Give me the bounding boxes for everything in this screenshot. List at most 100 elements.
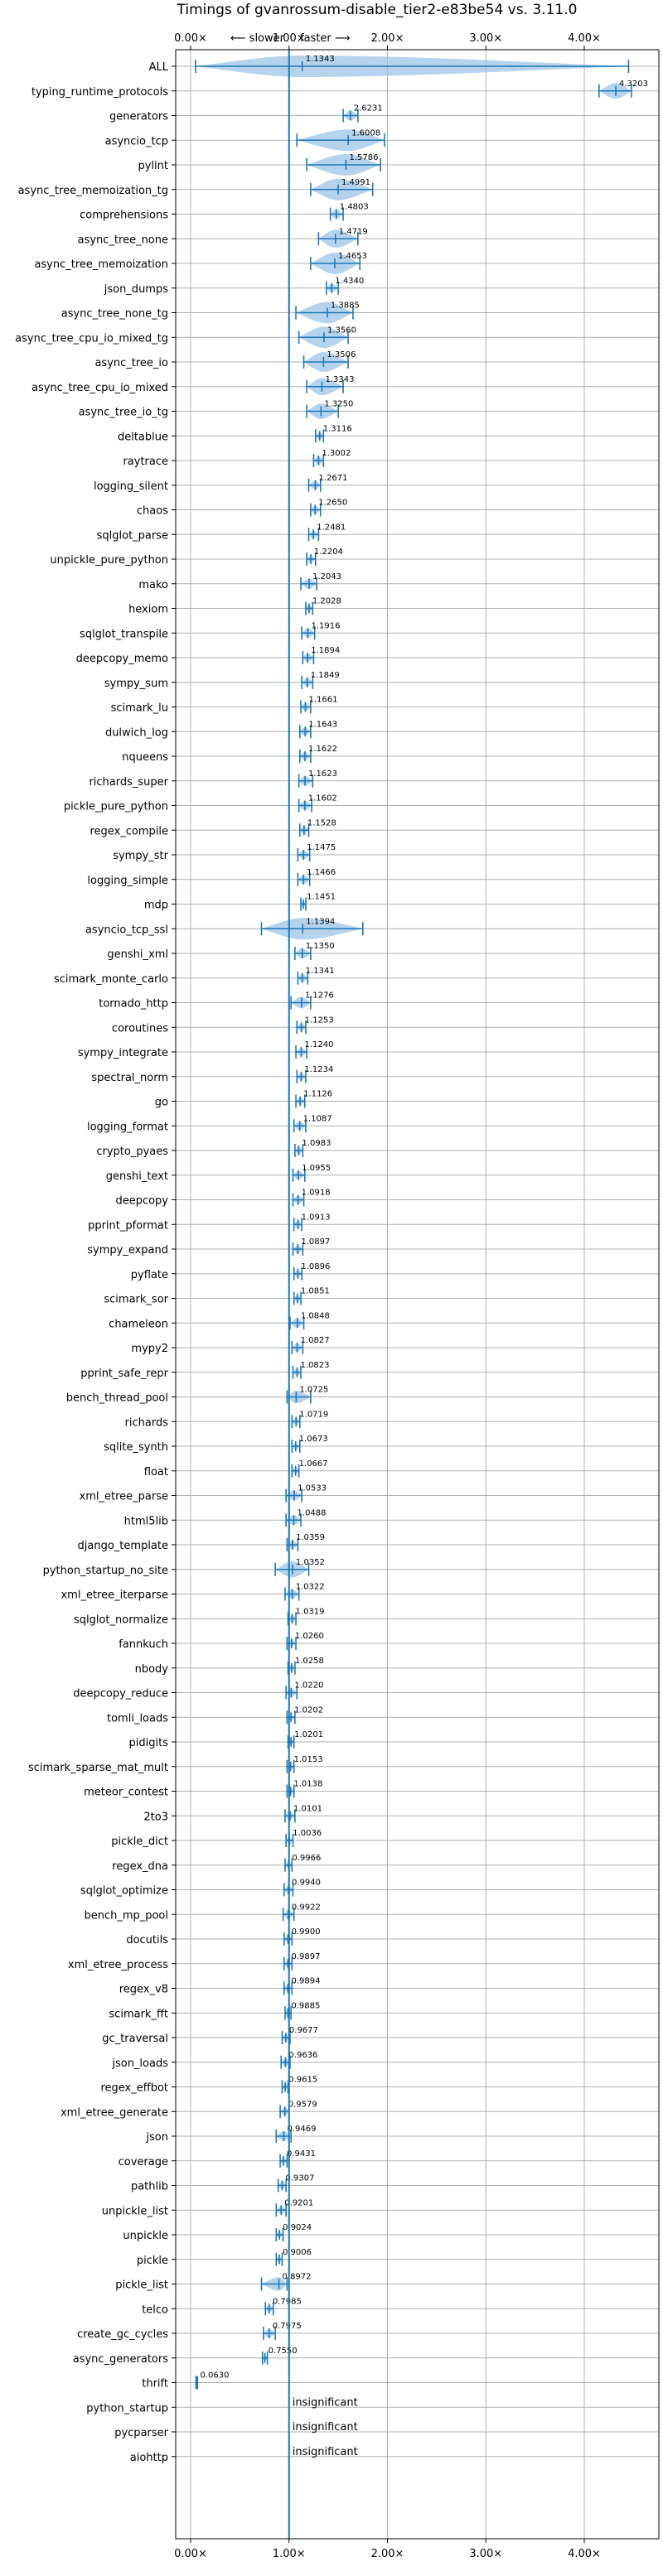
value-label: 0.9201 — [284, 2198, 313, 2207]
row-label: regex_dna — [112, 1860, 168, 1873]
row-label: fannkuch — [119, 1638, 168, 1651]
value-label: 0.7550 — [269, 2347, 298, 2356]
value-label: 1.0488 — [298, 1508, 327, 1517]
value-label: 1.0101 — [293, 1804, 322, 1813]
value-label: 1.3560 — [327, 326, 356, 335]
value-label: 0.9900 — [292, 1927, 321, 1937]
insignificant-label: insignificant — [293, 2446, 358, 2458]
chart-title: Timings of gvanrossum-disable_tier2-e83b… — [177, 2, 578, 18]
row-label: meteor_contest — [84, 1787, 168, 1799]
row-label: xml_etree_process — [68, 1959, 168, 1971]
row-label: pylint — [138, 160, 168, 172]
row-label: coroutines — [112, 1022, 168, 1035]
row-label: ALL — [149, 61, 169, 74]
row-label: genshi_xml — [107, 948, 168, 961]
value-label: 0.9006 — [283, 2248, 312, 2257]
value-label: 0.9469 — [287, 2125, 316, 2134]
row-label: coverage — [119, 2156, 168, 2168]
value-label: 1.2028 — [312, 597, 341, 606]
value-label: 1.2481 — [317, 523, 346, 532]
row-label: tomli_loads — [107, 1712, 168, 1725]
row-label: mako — [138, 579, 168, 591]
row-label: pidigits — [129, 1737, 169, 1749]
value-label: 1.1661 — [308, 696, 337, 705]
value-label: 1.1087 — [303, 1114, 332, 1123]
faster-annotation: faster ⟶ — [300, 32, 351, 45]
row-label: async_tree_none — [78, 234, 168, 246]
row-label: mdp — [144, 900, 168, 912]
value-label: 1.4719 — [339, 227, 368, 236]
row-label: scimark_lu — [111, 702, 168, 715]
value-label: 1.5786 — [349, 153, 378, 162]
row-label: scimark_sor — [104, 1294, 168, 1306]
value-label: 1.1343 — [306, 55, 335, 64]
slower-annotation: ⟵ slower — [230, 32, 285, 45]
value-label: 1.0913 — [302, 1213, 331, 1222]
value-label: 1.0725 — [299, 1386, 328, 1395]
row-label: pprint_safe_repr — [80, 1368, 168, 1380]
value-label: 1.0827 — [301, 1336, 330, 1345]
row-label: sympy_expand — [87, 1244, 168, 1257]
value-label: 0.8972 — [283, 2273, 312, 2282]
row-label: sqlglot_optimize — [80, 1885, 168, 1898]
value-label: 1.1643 — [308, 720, 337, 729]
row-label: spectral_norm — [91, 1072, 168, 1084]
value-label: 1.1240 — [304, 1040, 333, 1049]
row-label: sqlglot_parse — [97, 529, 168, 542]
x-axis: 0.00× 0.00× 1.00× 1.00× 2.00× 2.00× 3.00× 3.00×… — [172, 32, 601, 2560]
value-label: 1.2043 — [312, 572, 341, 581]
row-label: xml_etree_iterparse — [60, 1589, 168, 1602]
value-label: 0.9615 — [288, 2076, 317, 2085]
value-label: 0.9922 — [292, 1903, 321, 1912]
row-label: scimark_sparse_mat_mult — [28, 1762, 168, 1774]
value-label: 1.4991 — [341, 178, 370, 187]
value-label: 0.9579 — [288, 2100, 317, 2109]
row-label: float — [144, 1466, 168, 1479]
plot-frame — [175, 49, 660, 2540]
value-label: 1.0322 — [296, 1583, 325, 1592]
value-label: 1.4340 — [335, 277, 364, 286]
value-label: 1.0220 — [294, 1681, 323, 1691]
value-label: 1.0201 — [294, 1730, 323, 1739]
value-label: 1.1623 — [308, 769, 337, 779]
value-label: 1.3002 — [322, 449, 351, 458]
value-label: 1.1622 — [308, 745, 337, 754]
value-label: 1.0202 — [294, 1705, 323, 1715]
x-tick-label-top: 3.00× — [469, 32, 502, 45]
row-label: scimark_monte_carlo — [54, 973, 168, 986]
value-label: 1.0352 — [296, 1558, 325, 1567]
value-label: 1.3885 — [331, 301, 360, 311]
row-label: mypy2 — [131, 1343, 168, 1355]
row-label: richards — [125, 1416, 169, 1429]
value-label: 1.0918 — [302, 1189, 331, 1198]
value-label: 0.9677 — [289, 2026, 318, 2035]
row-label: unpickle_pure_python — [50, 554, 168, 567]
violin-marks: 1.1343 4.3203 2.6231 1.6008 1.5786 1.4991 1.48… — [195, 50, 648, 2539]
value-label: 0.9307 — [286, 2174, 315, 2183]
row-label: bench_thread_pool — [66, 1392, 168, 1405]
value-label: 1.1602 — [308, 794, 337, 803]
row-label: xml_etree_parse — [80, 1491, 168, 1503]
value-label: 1.1341 — [306, 967, 335, 976]
value-label: 1.0983 — [302, 1139, 331, 1148]
value-label: 1.3250 — [324, 400, 353, 409]
row-label: xml_etree_generate — [60, 2106, 168, 2119]
row-label: sympy_str — [113, 850, 168, 862]
value-label: 1.1528 — [307, 818, 336, 827]
value-label: 0.9431 — [287, 2149, 316, 2159]
value-label: 1.0153 — [294, 1755, 323, 1764]
row-label: pathlib — [131, 2181, 168, 2193]
value-label: 1.1276 — [305, 991, 334, 1001]
value-label: 1.0851 — [301, 1287, 330, 1296]
row-label: nqueens — [122, 751, 168, 764]
value-label: 1.1126 — [303, 1090, 332, 1099]
x-tick-label-top: 4.00× — [568, 32, 601, 45]
insignificant-label: insignificant — [293, 2421, 358, 2434]
value-label: 1.1350 — [306, 942, 335, 951]
value-label: 1.1475 — [307, 843, 336, 852]
value-label: 1.1451 — [307, 893, 336, 902]
value-label: 1.1253 — [305, 1015, 334, 1025]
row-label: nbody — [135, 1663, 169, 1676]
row-label: async_tree_io_tg — [79, 407, 168, 419]
row-label: scimark_fft — [109, 2008, 168, 2020]
